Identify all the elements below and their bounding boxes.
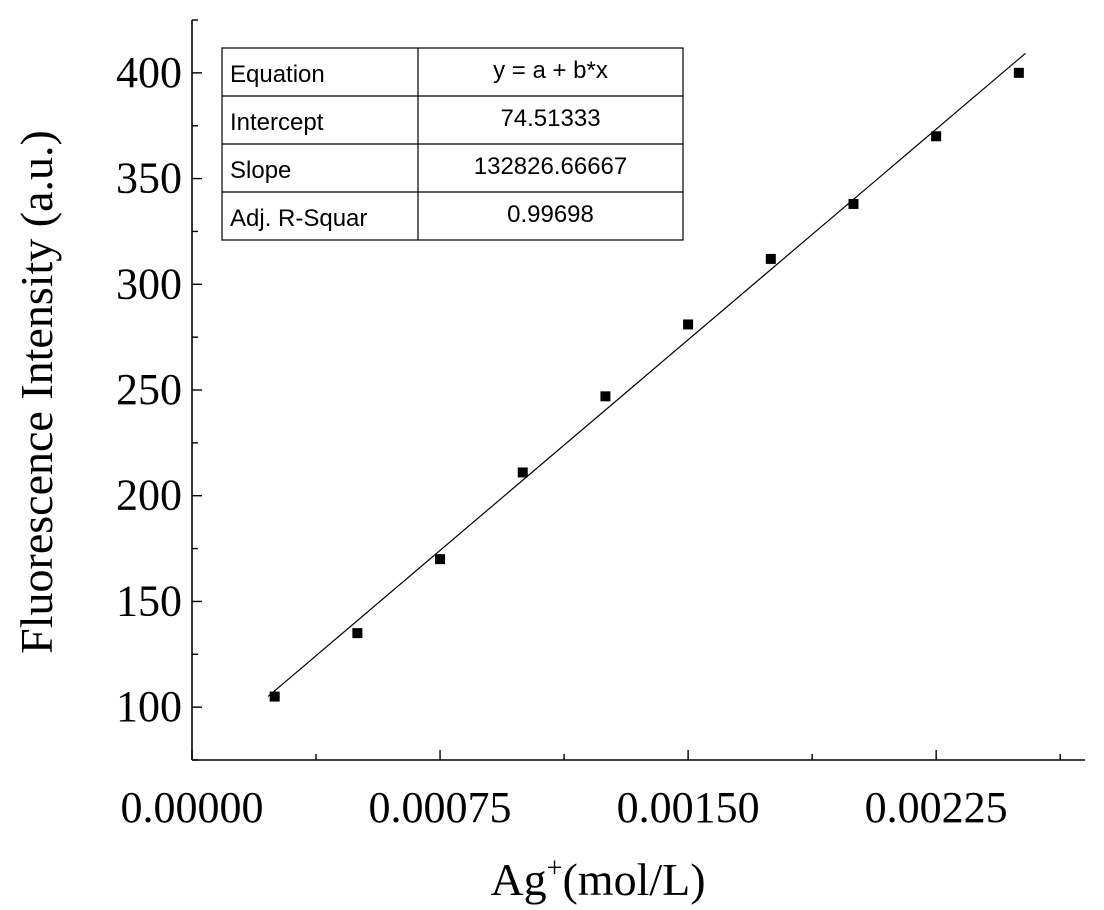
stats-value-cell: 74.51333 bbox=[500, 105, 600, 132]
fit-line-group bbox=[267, 52, 1026, 697]
stats-value-cell: y = a + b*x bbox=[493, 57, 608, 84]
y-tick-label: 250 bbox=[116, 365, 182, 414]
y-tick-label: 200 bbox=[116, 471, 182, 520]
x-axis-title-superscript: + bbox=[547, 853, 563, 884]
data-point bbox=[269, 691, 280, 702]
x-axis-title: Ag+(mol/L) bbox=[490, 853, 705, 905]
stats-label-cell: Adj. R-Squar bbox=[230, 205, 367, 232]
stats-label-cell: Equation bbox=[230, 61, 325, 88]
y-tick-label: 150 bbox=[116, 576, 182, 625]
axis-ticks: 100 150 200 250 300 350 400 0.00000 0.00075 0.001… bbox=[116, 19, 1061, 832]
stats-value-cell: 132826.66667 bbox=[474, 153, 628, 180]
y-tick-label: 350 bbox=[116, 154, 182, 203]
data-point bbox=[931, 131, 942, 142]
y-tick-label: 400 bbox=[116, 48, 182, 97]
y-axis-title: Fluorescence Intensity (a.u.) bbox=[11, 130, 62, 654]
stats-table: Equation y = a + b*x Intercept 74.51333 Slop… bbox=[221, 47, 684, 241]
x-tick-label: 0.00150 bbox=[617, 783, 760, 832]
data-point bbox=[600, 391, 611, 402]
x-tick-label: 0.00225 bbox=[865, 783, 1008, 832]
data-point bbox=[517, 467, 528, 478]
linear-fit-line bbox=[267, 52, 1026, 697]
y-tick-label: 100 bbox=[116, 682, 182, 731]
data-point bbox=[1013, 67, 1024, 78]
data-point bbox=[848, 198, 859, 209]
x-axis-title-unit: (mol/L) bbox=[562, 854, 705, 905]
x-tick-label: 0.00000 bbox=[121, 783, 264, 832]
data-point bbox=[683, 319, 694, 330]
x-axis-title-main: Ag bbox=[490, 854, 546, 905]
data-point bbox=[435, 554, 446, 565]
data-points bbox=[269, 67, 1024, 702]
data-point bbox=[352, 628, 363, 639]
data-point bbox=[765, 253, 776, 264]
stats-label-cell: Slope bbox=[230, 157, 291, 184]
x-tick-label: 0.00075 bbox=[369, 783, 512, 832]
y-tick-label: 300 bbox=[116, 259, 182, 308]
stats-value-cell: 0.99698 bbox=[507, 201, 594, 228]
stats-label-cell: Intercept bbox=[230, 109, 324, 136]
